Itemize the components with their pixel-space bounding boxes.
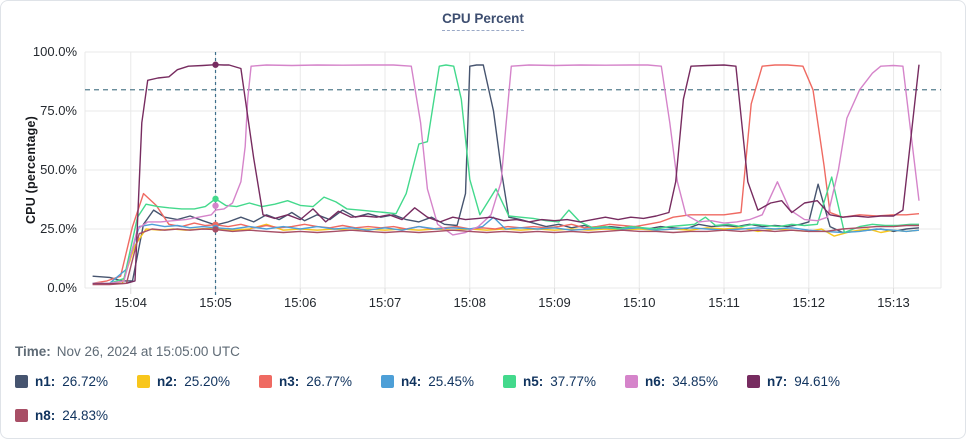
legend-item-n5[interactable]: n5: 37.77% xyxy=(503,364,625,398)
series-line-n7 xyxy=(92,64,920,285)
chart-title-row: CPU Percent xyxy=(1,10,965,31)
legend-series-value: 37.77% xyxy=(550,373,597,389)
legend-item-n7[interactable]: n7: 94.61% xyxy=(747,364,869,398)
series-line-n2 xyxy=(92,223,920,284)
y-tick-label: 25.0% xyxy=(40,221,77,236)
legend-series-name: n4: xyxy=(401,373,422,389)
legend-swatch-n6 xyxy=(625,374,638,388)
x-tick-label: 15:09 xyxy=(538,295,571,310)
cursor-dot-n7 xyxy=(212,61,219,68)
x-tick-label: 15:12 xyxy=(792,295,826,310)
legend-series-name: n3: xyxy=(279,373,300,389)
legend-series-value: 25.45% xyxy=(428,373,475,389)
legend-series-name: n5: xyxy=(523,373,544,389)
chart-legend: n1: 26.72% n2: 25.20% n3: 26.77% n4: 25.45% n5: 3… xyxy=(15,364,959,432)
legend-series-value: 24.83% xyxy=(62,407,109,423)
x-tick-label: 15:08 xyxy=(453,295,487,310)
legend-series-value: 26.77% xyxy=(306,373,353,389)
legend-swatch-n1 xyxy=(15,374,28,388)
y-tick-label: 100.0% xyxy=(32,44,77,59)
legend-series-value: 34.85% xyxy=(672,373,719,389)
legend-item-n2[interactable]: n2: 25.20% xyxy=(137,364,259,398)
y-tick-label: 75.0% xyxy=(40,103,77,118)
time-label: Time: xyxy=(15,344,51,359)
y-tick-label: 50.0% xyxy=(40,162,77,177)
x-tick-label: 15:05 xyxy=(199,295,232,310)
legend-series-value: 94.61% xyxy=(794,373,841,389)
cursor-dot-n6 xyxy=(212,202,219,209)
legend-swatch-n2 xyxy=(137,374,150,388)
legend-swatch-n5 xyxy=(503,374,516,388)
legend-series-name: n7: xyxy=(767,373,788,389)
legend-swatch-n4 xyxy=(381,374,394,388)
series-line-n3 xyxy=(92,64,920,284)
chart-plot-area[interactable] xyxy=(1,1,966,331)
x-tick-label: 15:13 xyxy=(877,295,910,310)
legend-swatch-n8 xyxy=(15,408,28,422)
legend-series-name: n2: xyxy=(157,373,178,389)
legend-item-n3[interactable]: n3: 26.77% xyxy=(259,364,381,398)
x-tick-label: 15:06 xyxy=(283,295,317,310)
x-tick-label: 15:11 xyxy=(708,295,740,310)
legend-series-name: n8: xyxy=(35,407,56,423)
legend-swatch-n3 xyxy=(259,374,272,388)
legend-item-n4[interactable]: n4: 25.45% xyxy=(381,364,503,398)
series-line-n1 xyxy=(92,64,920,282)
legend-item-n6[interactable]: n6: 34.85% xyxy=(625,364,747,398)
chart-title[interactable]: CPU Percent xyxy=(442,11,524,31)
y-tick-label: 0.0% xyxy=(47,280,77,295)
legend-item-n1[interactable]: n1: 26.72% xyxy=(15,364,137,398)
x-tick-label: 15:07 xyxy=(368,295,402,310)
cursor-dot-n5 xyxy=(212,195,219,203)
time-value: Nov 26, 2024 at 15:05:00 UTC xyxy=(56,344,240,359)
series-line-n8 xyxy=(92,224,919,286)
legend-series-value: 25.20% xyxy=(184,373,231,389)
x-tick-label: 15:04 xyxy=(114,295,148,310)
series-line-n5 xyxy=(92,64,919,284)
legend-series-name: n1: xyxy=(35,373,56,389)
legend-series-value: 26.72% xyxy=(62,373,109,389)
legend-series-name: n6: xyxy=(645,373,666,389)
legend-swatch-n7 xyxy=(747,374,760,388)
cursor-time-row: Time: Nov 26, 2024 at 15:05:00 UTC xyxy=(15,344,240,359)
cursor-dot-n8 xyxy=(212,226,219,233)
x-tick-label: 15:10 xyxy=(622,295,656,310)
legend-item-n8[interactable]: n8: 24.83% xyxy=(15,398,137,432)
series-line-n6 xyxy=(92,64,920,284)
